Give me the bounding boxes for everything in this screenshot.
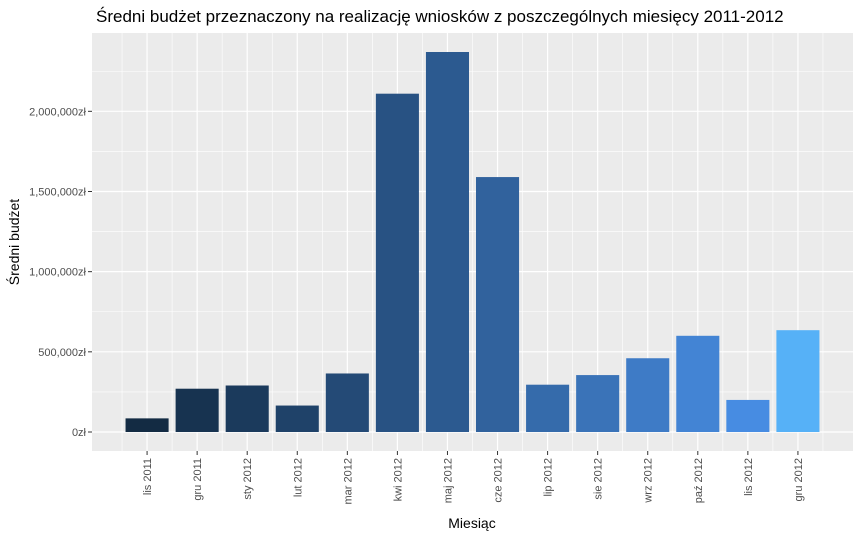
x-tick-label: maj 2012 <box>442 458 454 503</box>
bar <box>476 177 520 432</box>
bar <box>175 388 219 432</box>
x-tick-label: gru 2011 <box>192 458 204 501</box>
bar <box>425 52 469 432</box>
bar <box>576 375 620 432</box>
y-tick-label: 1,500,000zł <box>29 186 86 198</box>
bar <box>275 405 319 432</box>
y-tick-label: 1,000,000zł <box>29 267 86 279</box>
x-axis-title: Miesiąc <box>448 515 495 531</box>
bar <box>776 330 820 432</box>
bars <box>125 52 820 432</box>
x-tick-label: sie 2012 <box>593 458 605 500</box>
y-tick-label: 2,000,000zł <box>29 106 86 118</box>
bar <box>125 418 169 432</box>
x-tick-label: sty 2012 <box>242 458 254 500</box>
chart-title: Średni budżet przeznaczony na realizację… <box>96 7 784 26</box>
x-tick-label: paź 2012 <box>693 458 705 503</box>
y-tick-label: 0zł <box>72 427 87 439</box>
y-axis-title: Średni budżet <box>5 199 22 286</box>
bar <box>526 384 570 432</box>
x-tick-label: mar 2012 <box>342 458 354 504</box>
y-tick-label: 500,000zł <box>38 347 86 359</box>
x-tick-label: gru 2012 <box>793 458 805 501</box>
x-axis-ticks: lis 2011 gru 2011 sty 2012 lut 2012 mar 2012… <box>142 451 805 504</box>
bar <box>375 93 419 432</box>
bar <box>626 358 670 432</box>
bar <box>225 385 269 432</box>
bar <box>726 399 770 432</box>
bar <box>676 335 720 432</box>
x-tick-label: lis 2011 <box>142 458 154 495</box>
bar <box>325 373 369 432</box>
minor-gridlines <box>92 33 853 451</box>
y-axis-ticks: 0zł 500,000zł 1,000,000zł 1,500,000zł 2,000,… <box>29 106 92 439</box>
x-tick-label: cze 2012 <box>493 458 505 503</box>
x-tick-label: lis 2012 <box>743 458 755 496</box>
x-tick-label: lip 2012 <box>543 458 555 497</box>
x-tick-label: kwi 2012 <box>392 458 404 501</box>
x-tick-label: wrz 2012 <box>643 458 655 504</box>
x-tick-label: lut 2012 <box>292 458 304 497</box>
